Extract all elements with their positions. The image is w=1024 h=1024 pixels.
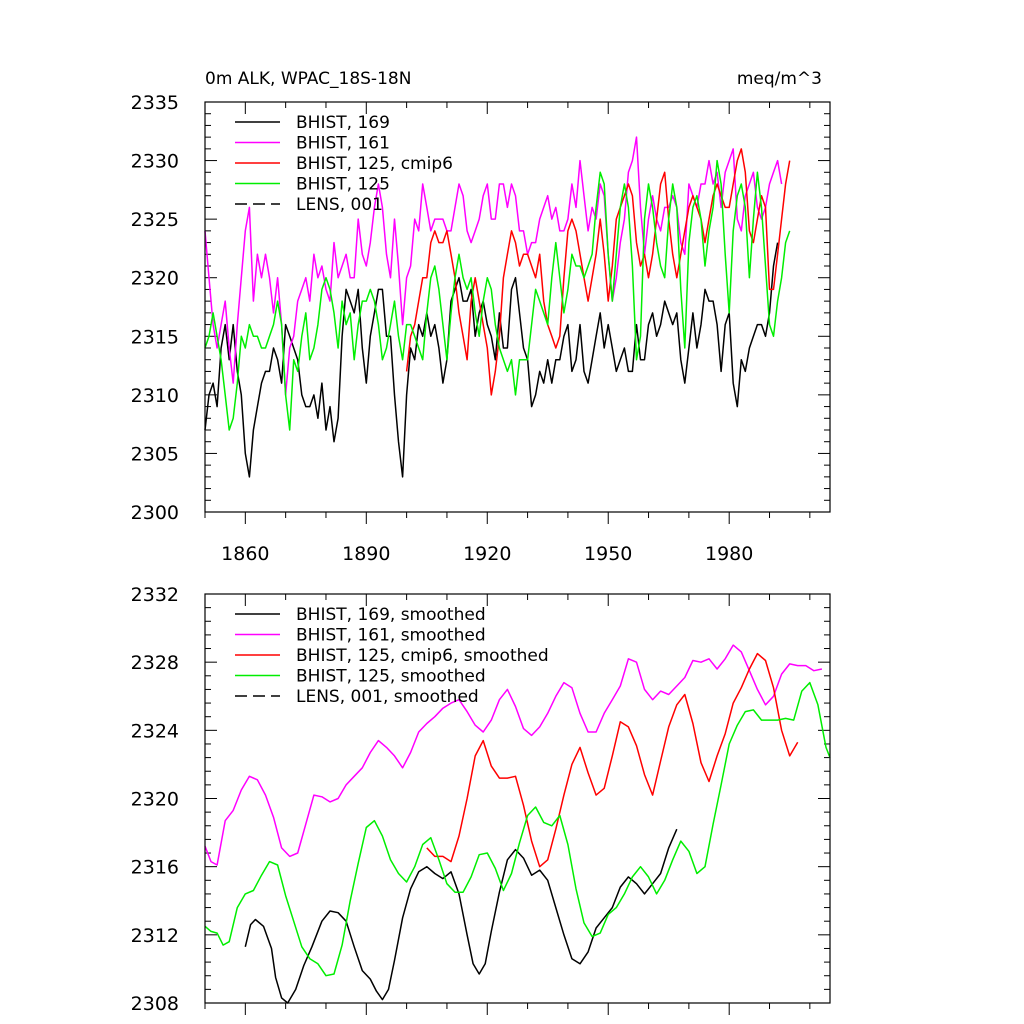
legend-label: BHIST, 125, smoothed: [296, 667, 486, 687]
series-line-2: [204, 644, 823, 866]
legend-label: BHIST, 161, smoothed: [296, 626, 486, 646]
legend-label: BHIST, 161: [296, 134, 390, 154]
x-tick-label: 1890: [342, 543, 390, 565]
y-tick-label: 2315: [131, 326, 179, 348]
y-tick-label: 2312: [131, 925, 179, 947]
y-tick-label: 2325: [131, 209, 179, 231]
y-tick-label: 2310: [131, 385, 179, 407]
legend-label: BHIST, 169: [296, 113, 390, 133]
y-tick-label: 2320: [131, 268, 179, 290]
chart-units: meq/m^3: [737, 69, 822, 89]
y-tick-label: 2316: [131, 857, 179, 879]
chart-title: 0m ALK, WPAC_18S-18N: [205, 69, 411, 89]
legend-label: BHIST, 125: [296, 175, 390, 195]
x-tick-label: 1920: [463, 543, 511, 565]
y-tick-label: 2305: [131, 443, 179, 465]
series-line-4: [204, 681, 831, 977]
legend-label: LENS, 001, smoothed: [296, 687, 479, 707]
y-tick-label: 2324: [131, 720, 179, 742]
y-tick-label: 2308: [131, 993, 179, 1015]
y-tick-label: 2300: [131, 502, 179, 524]
chart-panel-2: 2308 2312 2316 2320 2324 2328 2332 BHIST, 169, …: [131, 584, 831, 1015]
series-line-1: [204, 242, 779, 478]
x-tick-label: 1980: [705, 543, 753, 565]
series-line-2: [204, 136, 783, 396]
series-line-3: [426, 652, 799, 868]
chart-panel-1: 0m ALK, WPAC_18S-18N meq/m^3 2300 2305 2310 2…: [131, 69, 831, 565]
legend-label: BHIST, 169, smoothed: [296, 605, 486, 625]
y-tick-label: 2330: [131, 151, 179, 173]
plot-frame: [204, 593, 831, 1004]
y-tick-label: 2332: [131, 584, 179, 606]
plot-frame: [204, 101, 831, 513]
series-line-4: [204, 159, 791, 431]
x-tick-label: 1950: [584, 543, 632, 565]
series-line-1: [244, 828, 678, 1004]
y-tick-label: 2320: [131, 789, 179, 811]
x-tick-label: 1860: [221, 543, 269, 565]
y-tick-label: 2328: [131, 652, 179, 674]
legend-label: BHIST, 125, cmip6: [296, 154, 453, 174]
series-line-3: [405, 148, 791, 396]
legend-label: LENS, 001: [296, 195, 383, 215]
y-tick-label: 2335: [131, 92, 179, 114]
legend-label: BHIST, 125, cmip6, smoothed: [296, 646, 549, 666]
